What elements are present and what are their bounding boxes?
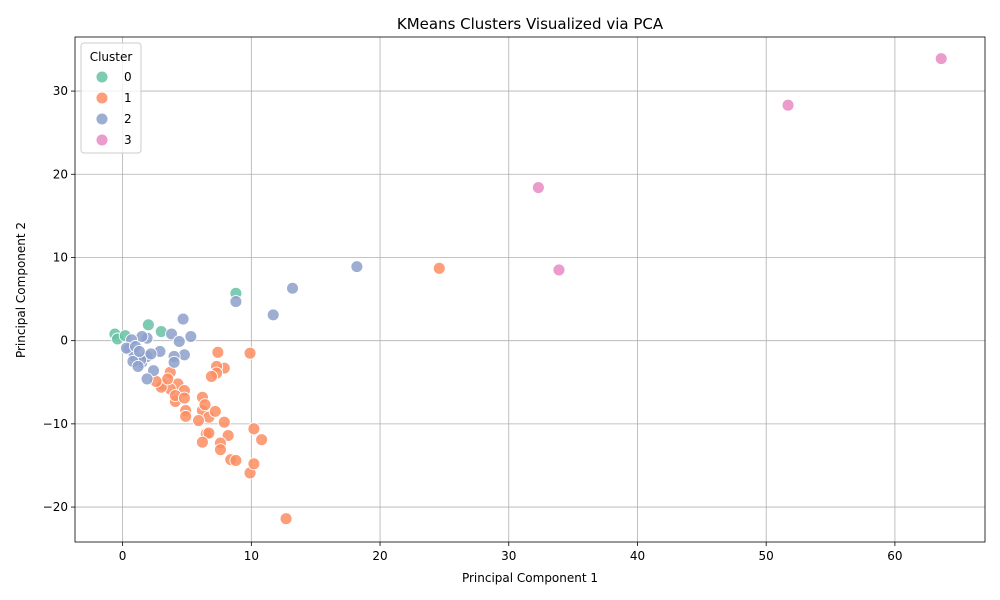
- cluster-2-point: [131, 360, 145, 373]
- y-tick-label: 30: [53, 84, 68, 98]
- cluster-2-point: [165, 327, 178, 341]
- y-axis-title: Principal Component 2: [14, 222, 28, 358]
- y-tick-label: 20: [53, 167, 68, 181]
- cluster-3-point: [552, 263, 566, 277]
- grid-lines: [75, 37, 985, 542]
- cluster-3-point: [531, 181, 545, 195]
- cluster-1-point: [247, 422, 261, 436]
- cluster-1-point: [208, 404, 222, 418]
- legend-marker-cluster-1: [95, 91, 109, 105]
- cluster-1-point: [211, 345, 225, 359]
- cluster-2-point: [286, 281, 299, 295]
- x-tick-label: 10: [244, 549, 259, 563]
- cluster-2-point: [229, 295, 243, 309]
- cluster-3-point: [781, 98, 795, 112]
- cluster-1-point: [179, 409, 193, 423]
- legend-label-cluster-2: 2: [124, 112, 132, 126]
- x-tick-label: 40: [630, 549, 645, 563]
- cluster-1-point: [161, 372, 175, 386]
- cluster-0-point: [141, 318, 155, 332]
- x-axis-title: Principal Component 1: [462, 571, 598, 585]
- cluster-2-point: [132, 345, 146, 358]
- cluster-1-point: [192, 414, 206, 427]
- legend-label-cluster-0: 0: [124, 70, 132, 84]
- x-tick-label: 20: [372, 549, 387, 563]
- x-tick-label: 0: [119, 549, 127, 563]
- cluster-1-point: [177, 391, 191, 405]
- cluster-2-point: [176, 312, 190, 326]
- plot-frame: [74, 36, 986, 543]
- cluster-1-point: [255, 433, 269, 447]
- legend-label-cluster-1: 1: [124, 91, 132, 105]
- cluster-1-point: [195, 435, 209, 449]
- cluster-1-point: [204, 369, 218, 383]
- x-tick-label: 60: [887, 549, 902, 563]
- y-tick-label: 10: [53, 250, 68, 264]
- legend-title: Cluster: [90, 50, 133, 64]
- legend-label-cluster-3: 3: [124, 133, 132, 147]
- cluster-1-point: [202, 426, 216, 440]
- cluster-1-point: [279, 512, 293, 526]
- cluster-2-point: [144, 347, 158, 361]
- y-tick-label: −20: [43, 500, 68, 514]
- cluster-1-point: [247, 457, 261, 471]
- legend: Cluster 0 1 2 3: [80, 42, 142, 154]
- x-tick-label: 30: [501, 549, 516, 563]
- cluster-2-point: [350, 260, 364, 274]
- y-tick-label: 0: [60, 334, 68, 348]
- cluster-2-point: [172, 335, 186, 348]
- cluster-1-point: [213, 443, 227, 457]
- legend-marker-cluster-2: [95, 112, 109, 126]
- cluster-1-point: [221, 429, 235, 442]
- cluster-1-point: [229, 454, 243, 467]
- cluster-1-point: [243, 346, 257, 360]
- cluster-1-point: [198, 398, 212, 412]
- scatter-points: [108, 52, 948, 526]
- cluster-1-point: [432, 261, 446, 275]
- legend-marker-cluster-0: [95, 70, 109, 84]
- legend-items: 0 1 2 3: [95, 70, 132, 147]
- legend-box: [80, 42, 142, 154]
- cluster-2-point: [140, 372, 154, 386]
- cluster-1-point: [217, 415, 231, 429]
- axis-ticks: 0 10 20 30 40 50 60 −20 −10 0 10 20 30: [43, 84, 903, 563]
- cluster-2-point: [167, 355, 181, 369]
- x-tick-label: 50: [759, 549, 774, 563]
- y-tick-label: −10: [43, 417, 68, 431]
- chart-title: KMeans Clusters Visualized via PCA: [397, 15, 664, 33]
- cluster-3-point: [934, 52, 948, 66]
- cluster-2-point: [266, 308, 280, 322]
- legend-marker-cluster-3: [95, 133, 109, 147]
- cluster-2-point: [184, 330, 198, 343]
